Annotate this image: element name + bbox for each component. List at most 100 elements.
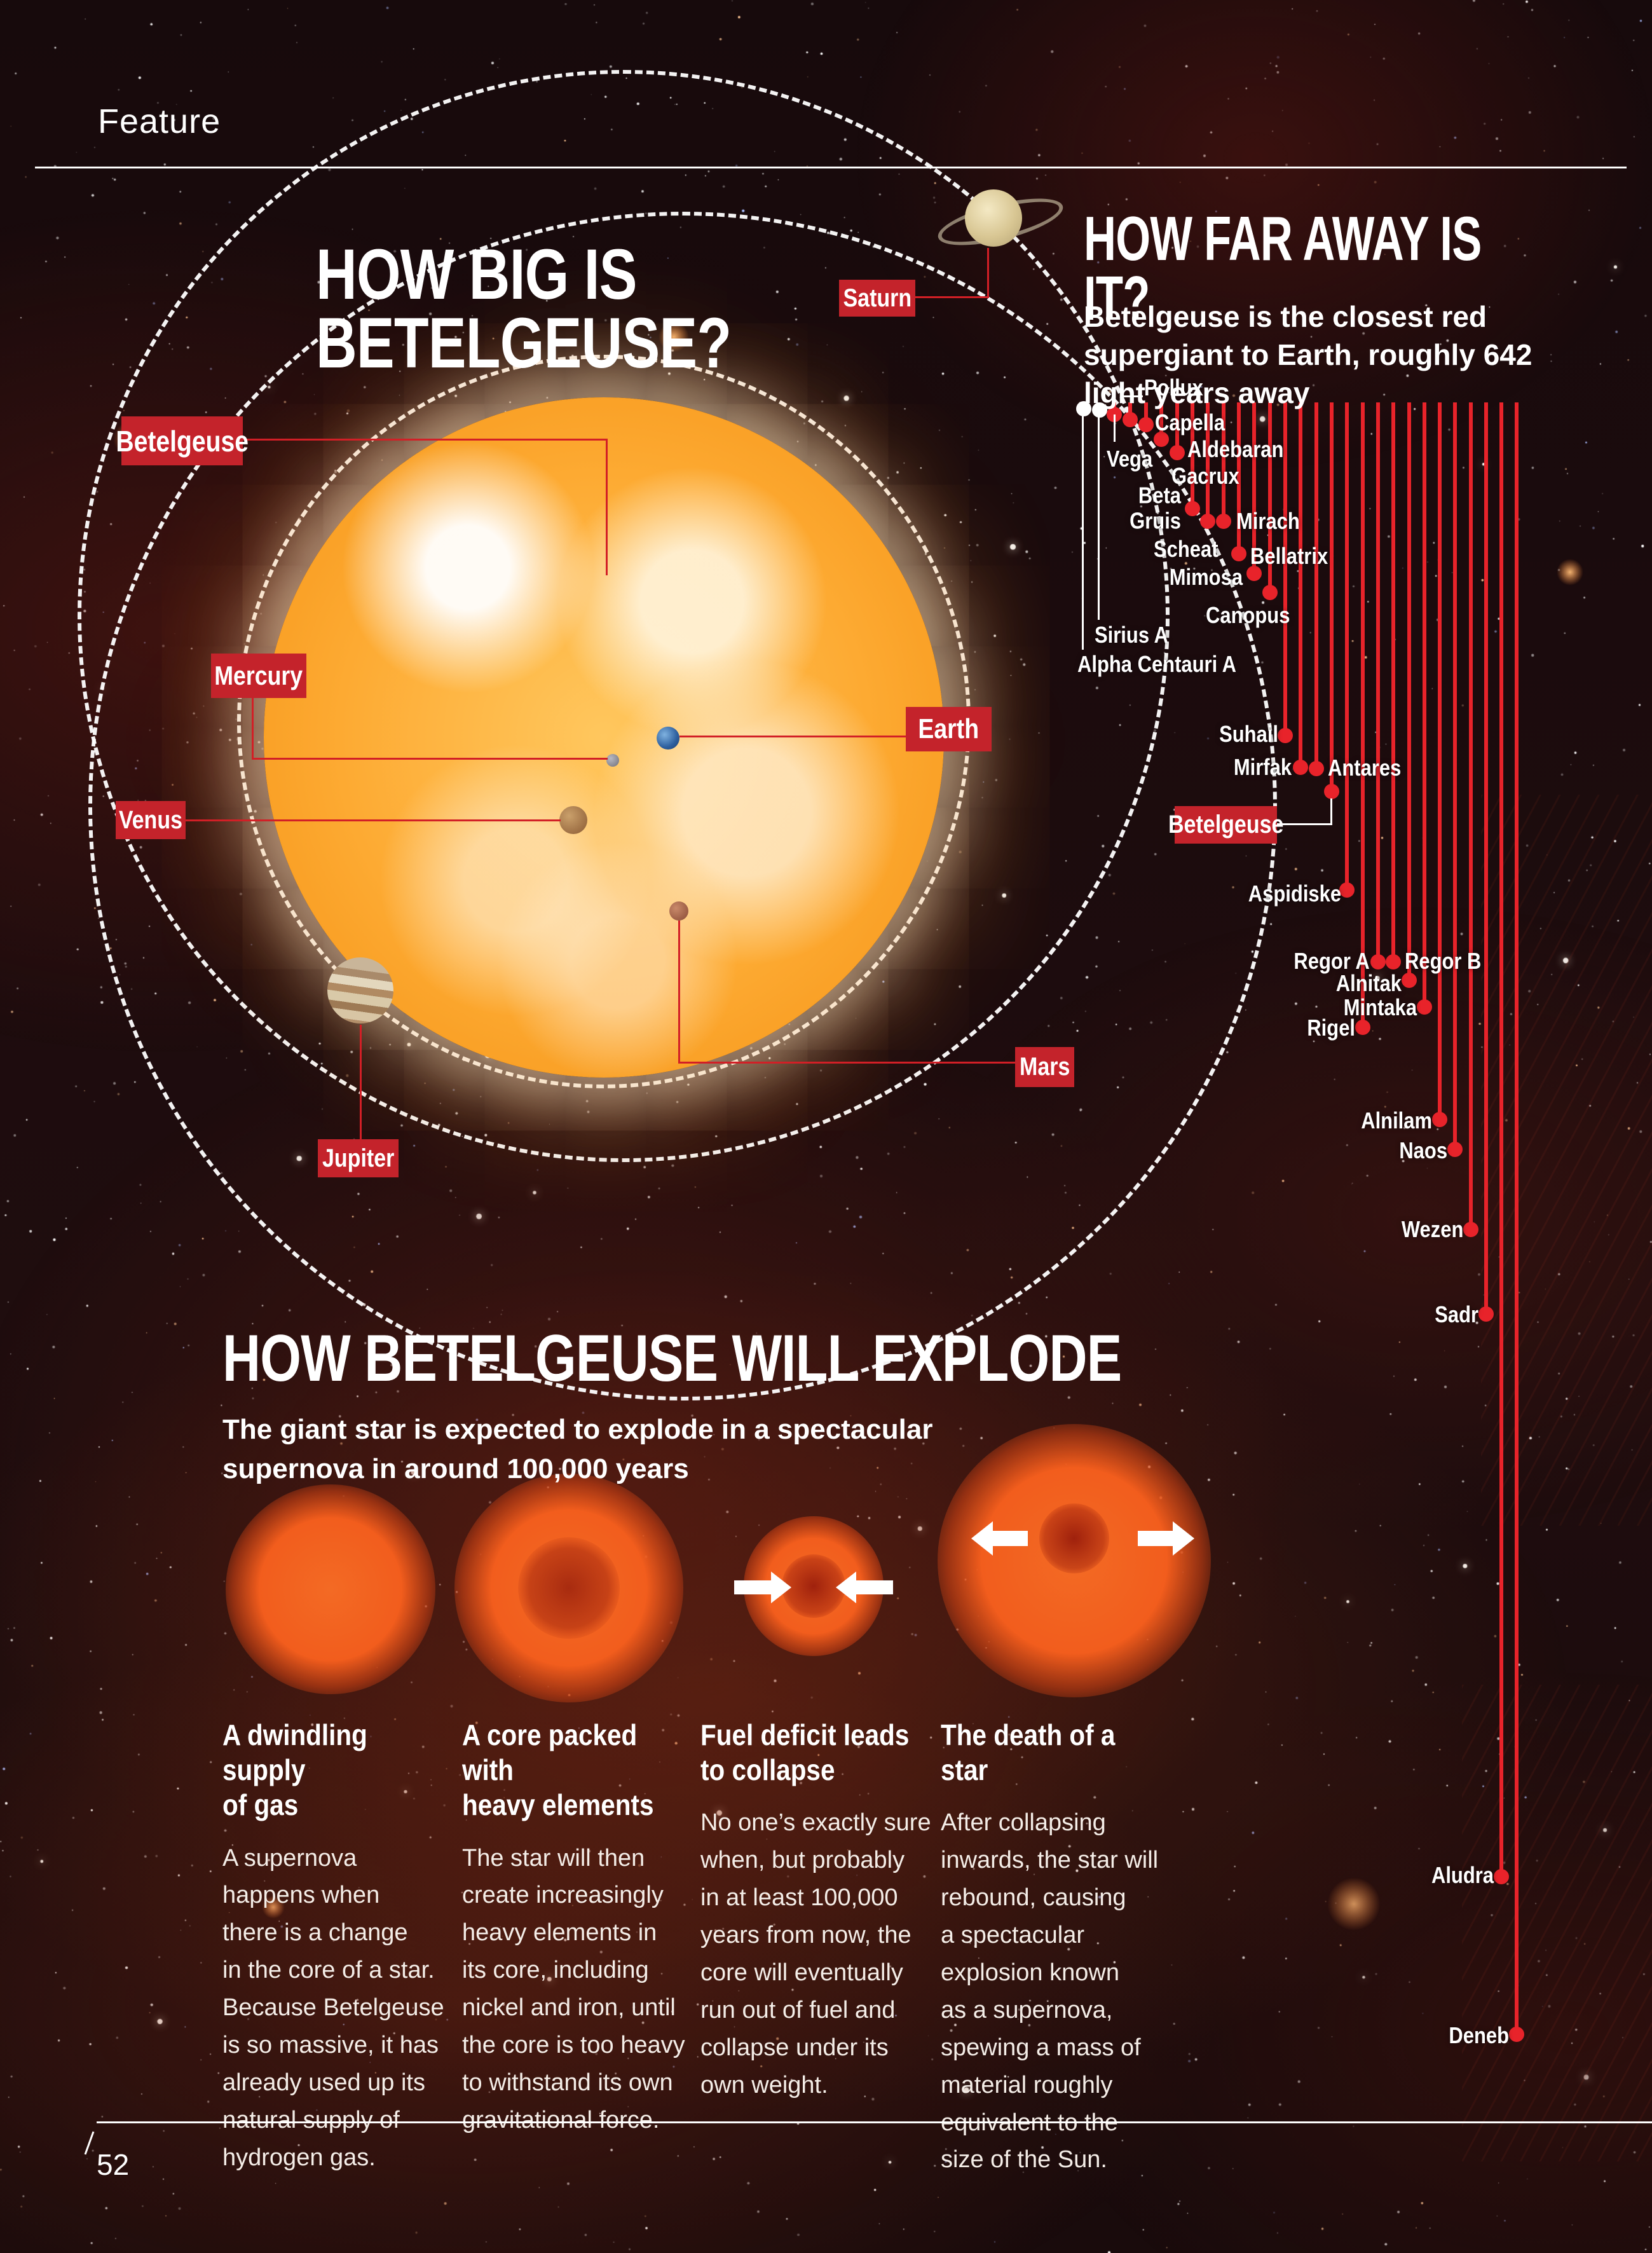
star-dot-alnitak: [1402, 973, 1417, 988]
star-dot-naos: [1447, 1142, 1463, 1157]
distance-line-antares: [1314, 402, 1318, 769]
distance-line-mintaka: [1423, 402, 1426, 1007]
star-label-antares: Antares: [1328, 755, 1402, 781]
star-label-suhail: Suhail: [1219, 721, 1278, 747]
mars-connector: [678, 921, 680, 1064]
star-dot-pollux: [1123, 412, 1138, 427]
mars-label: Mars: [1015, 1047, 1074, 1087]
star-dot-betelgeuse: [1324, 784, 1339, 799]
distance-line-beta-gruis: [1191, 402, 1194, 509]
mercury-label: Mercury: [211, 654, 306, 698]
stage1-star: [226, 1484, 435, 1694]
collapse-arrow-left: [734, 1580, 771, 1594]
saturn-connector: [987, 248, 989, 298]
star-label-gacrux: Gacrux: [1171, 463, 1239, 489]
distance-line-naos: [1453, 402, 1457, 1149]
earth-label: Earth: [906, 707, 992, 751]
explode-arrow-left-head: [971, 1521, 993, 1556]
star-label-wezen: Wezen: [1401, 1216, 1463, 1242]
explode-arrow-left: [993, 1531, 1028, 1546]
star-label-beta-gruis: Beta Gruis: [1130, 482, 1181, 534]
feature-kicker: Feature: [98, 102, 221, 140]
star-dot-beta-gruis: [1185, 501, 1200, 516]
chart-betelgeuse-connector: [1277, 823, 1332, 825]
explode-arrow-right-head: [1173, 1521, 1194, 1556]
star-dot-gacrux: [1170, 445, 1185, 460]
star-label-bellatrix: Bellatrix: [1250, 543, 1328, 569]
how-far-title: HOW FAR AWAY IS IT?: [1084, 203, 1482, 334]
page-number: 52: [97, 2148, 130, 2181]
jupiter-label: Jupiter: [318, 1139, 399, 1177]
column-body-4: After collapsing inwards, the star will …: [941, 1809, 1159, 2174]
hatch-texture: [1481, 795, 1652, 1526]
star-label-scheat: Scheat: [1154, 536, 1219, 562]
mercury-planet: [606, 754, 619, 767]
star-label-mimosa: Mimosa: [1169, 564, 1243, 590]
column-body-1: A supernova happens when there is a chan…: [222, 1844, 444, 2171]
earth-planet: [657, 727, 679, 750]
star-label-regor-a: Regor A: [1294, 948, 1370, 974]
stage2-core: [518, 1537, 620, 1639]
header-rule: [35, 167, 1627, 168]
star-label-mirfak: Mirfak: [1233, 754, 1292, 780]
explode-column-4: The death of a star After collapsing inwa…: [941, 1718, 1189, 2179]
pollux-bracket: [1121, 395, 1143, 397]
explode-column-1: A dwindling supply of gas A supernova hap…: [222, 1718, 470, 2177]
explode-arrow-right: [1138, 1531, 1173, 1546]
star-dot-suhail: [1278, 728, 1293, 743]
stage4-core: [1039, 1503, 1109, 1573]
star-label-sirius-a: Sirius A: [1095, 622, 1168, 648]
jupiter-connector: [360, 1025, 362, 1139]
earth-connector: [679, 736, 906, 737]
saturn-connector: [915, 296, 988, 298]
star-label-aludra: Aludra: [1431, 1862, 1494, 1888]
star-dot-capella: [1138, 417, 1154, 432]
distance-line-canopus: [1268, 402, 1272, 592]
column-heading-1: A dwindling supply of gas: [222, 1718, 367, 1822]
mercury-connector: [252, 698, 254, 760]
star-dot-antares: [1309, 761, 1324, 776]
collapse-arrow-right-head: [836, 1572, 856, 1603]
how-far-subtitle: Betelgeuse is the closest red supergiant…: [1084, 300, 1533, 409]
star-label-mirach: Mirach: [1236, 508, 1300, 534]
star-label-pollux: Pollux: [1144, 374, 1203, 401]
footer-rule: [97, 2121, 1652, 2123]
explode-column-2: A core packed with heavy elements The sta…: [462, 1718, 710, 2139]
mercury-connector: [252, 758, 608, 760]
distance-line-pollux: [1128, 402, 1132, 420]
distance-line-aldebaran: [1159, 402, 1163, 439]
explode-title: HOW BETELGEUSE WILL EXPLODE: [222, 1322, 1122, 1395]
distance-line-wezen: [1469, 402, 1473, 1229]
chart-betelgeuse-connector: [1330, 798, 1332, 825]
distance-line-betelgeuse: [1330, 402, 1334, 791]
star-label-alnitak: Alnitak: [1335, 970, 1402, 996]
star-dot-deneb: [1509, 2027, 1524, 2042]
star-label-alpha-centauri-a: Alpha Centauri A: [1077, 651, 1237, 677]
mars-planet: [669, 901, 688, 921]
star-dot-sirius-a: [1092, 402, 1107, 418]
hatch-texture: [1462, 1685, 1652, 2161]
star-dot-aspidiske: [1339, 882, 1355, 898]
star-dot-mintaka: [1417, 999, 1432, 1015]
star-dot-mirach: [1216, 514, 1231, 529]
star-label-vega: Vega: [1106, 446, 1153, 472]
star-label-deneb: Deneb: [1449, 2022, 1509, 2048]
star-dot-canopus: [1262, 585, 1278, 600]
explode-column-3: Fuel deficit leads to collapse No one’s e…: [700, 1718, 948, 2104]
star-label-sadr: Sadr: [1435, 1301, 1478, 1327]
star-label-rigel: Rigel: [1307, 1015, 1355, 1041]
star-dot-mimosa: [1246, 566, 1262, 581]
jupiter-planet: [327, 957, 393, 1024]
distance-line-rigel: [1361, 402, 1365, 1027]
collapse-arrow-left-head: [771, 1572, 791, 1603]
betelgeuse-connector: [243, 439, 607, 441]
distance-line-sadr: [1484, 402, 1488, 1314]
explode-subtitle: The giant star is expected to explode in…: [222, 1414, 933, 1484]
distance-line-bellatrix: [1237, 402, 1241, 554]
distance-line-alnitak: [1407, 402, 1411, 980]
column-body-2: The star will then create increasingly h…: [462, 1844, 685, 2133]
star-dot-wezen: [1463, 1222, 1478, 1237]
chart-betelgeuse-label: Betelgeuse: [1168, 806, 1283, 844]
distance-line-gacrux: [1175, 402, 1179, 453]
